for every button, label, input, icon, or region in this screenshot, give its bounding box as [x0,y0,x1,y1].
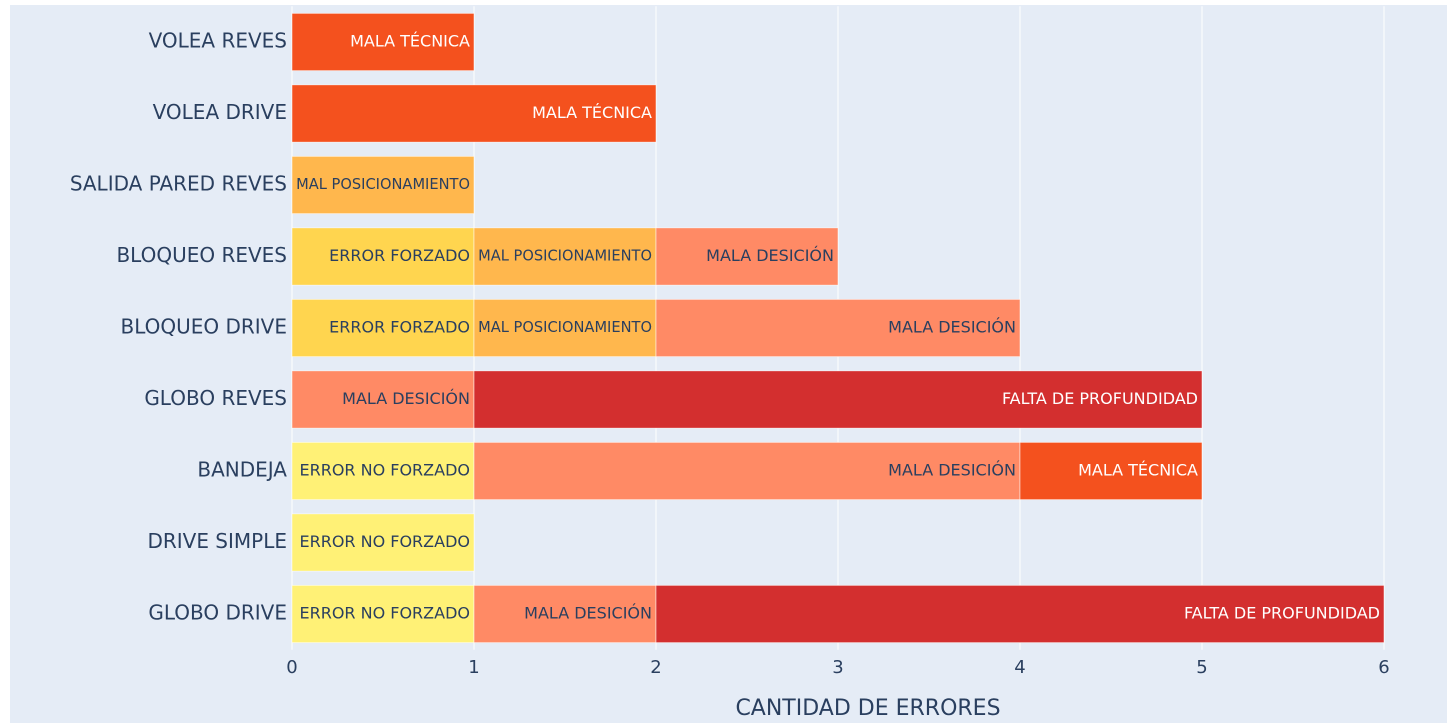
y-tick-label: DRIVE SIMPLE [147,529,287,553]
bar-segment [473,370,1203,429]
bar-label: FALTA DE PROFUNDIDAD [1002,389,1198,408]
x-tick-label: 1 [468,657,479,678]
x-tick-label: 0 [286,657,297,678]
y-tick-label: SALIDA PARED REVES [70,172,287,196]
bar-segment [473,227,657,286]
y-tick-label: VOLEA REVES [149,29,287,53]
bar-label: MAL POSICIONAMIENTO [478,319,652,336]
bar-segment [473,299,657,357]
y-tick-label: GLOBO DRIVE [148,601,287,625]
bar-label: MALA DESICIÓN [888,318,1016,337]
bar-label: ERROR NO FORZADO [299,532,470,551]
y-tick-label: GLOBO REVES [144,386,287,410]
bar-label: ERROR NO FORZADO [299,604,470,623]
bar-label: MALA TÉCNICA [350,32,470,51]
bar-label: MALA DESICIÓN [888,461,1016,480]
y-tick-label: BLOQUEO DRIVE [120,315,287,339]
x-tick-label: 3 [832,657,843,678]
y-tick-label: BLOQUEO REVES [116,243,287,267]
bar-label: MAL POSICIONAMIENTO [478,248,652,265]
bar-segment [473,585,657,643]
bar-segment [473,442,1021,500]
bar-label: MALA TÉCNICA [532,103,652,122]
bar-segment [655,227,839,286]
y-tick-label: VOLEA DRIVE [153,100,287,124]
bar-label: MALA DESICIÓN [524,604,652,623]
x-tick-label: 5 [1196,657,1207,678]
bar-label: FALTA DE PROFUNDIDAD [1184,604,1380,623]
bar-label: MALA DESICIÓN [706,246,834,265]
x-axis-title: CANTIDAD DE ERRORES [735,696,1000,721]
y-tick-label: BANDEJA [197,458,287,482]
bar-segment [655,585,1385,643]
bar-label: ERROR FORZADO [329,318,470,337]
bar-label: MALA DESICIÓN [342,389,470,408]
x-tick-label: 4 [1014,657,1025,678]
bar-label: ERROR FORZADO [329,246,470,265]
bar-segment [291,227,475,286]
bar-label: MAL POSICIONAMIENTO [296,176,470,193]
bar-segment [291,156,475,214]
bar-segment [291,13,475,71]
bar-segment [655,299,1021,357]
bar-segment [1019,442,1203,500]
bar-segment [291,84,657,143]
bar-label: MALA TÉCNICA [1078,461,1198,480]
bar-segment [291,585,475,643]
bar-label: ERROR NO FORZADO [299,461,470,480]
bar-segment [291,442,475,500]
bar-segment [291,513,475,572]
bar-segment [291,299,475,357]
bar-segment [291,370,475,429]
x-tick-label: 2 [650,657,661,678]
x-tick-label: 6 [1378,657,1389,678]
